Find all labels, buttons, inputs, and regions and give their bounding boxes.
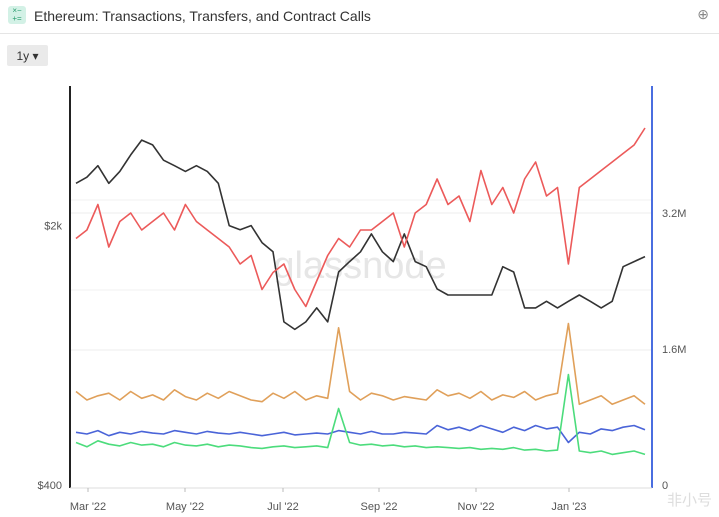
series-line-token-transfers xyxy=(75,424,646,444)
corner-watermark: 非小号 xyxy=(667,491,712,509)
page-title: Ethereum: Transactions, Transfers, and C… xyxy=(34,8,371,24)
formula-icon: ×− += xyxy=(8,6,26,24)
right-tick-label: 1.6M xyxy=(662,344,686,356)
left-tick-label: $2k xyxy=(44,221,62,233)
x-tick-label: Mar '22 xyxy=(70,501,106,513)
series-line-contract-calls xyxy=(75,373,646,456)
x-tick-label: May '22 xyxy=(166,501,204,513)
left-tick-label: $400 xyxy=(38,480,62,492)
series-line-eth-price xyxy=(75,139,646,331)
series-line-transactions xyxy=(75,127,646,308)
header: ×− += Ethereum: Transactions, Transfers, … xyxy=(0,0,719,34)
x-tick-label: Jul '22 xyxy=(267,501,298,513)
right-tick-label: 0 xyxy=(662,480,668,492)
range-selector[interactable]: 1y ▾ xyxy=(7,45,48,66)
right-tick-label: 3.2M xyxy=(662,208,686,220)
x-tick-label: Sep '22 xyxy=(361,501,398,513)
series-line-transfers xyxy=(75,322,646,406)
x-tick-label: Nov '22 xyxy=(458,501,495,513)
x-tick-label: Jan '23 xyxy=(551,501,586,513)
zoom-in-icon[interactable]: ⊕ xyxy=(697,6,709,22)
